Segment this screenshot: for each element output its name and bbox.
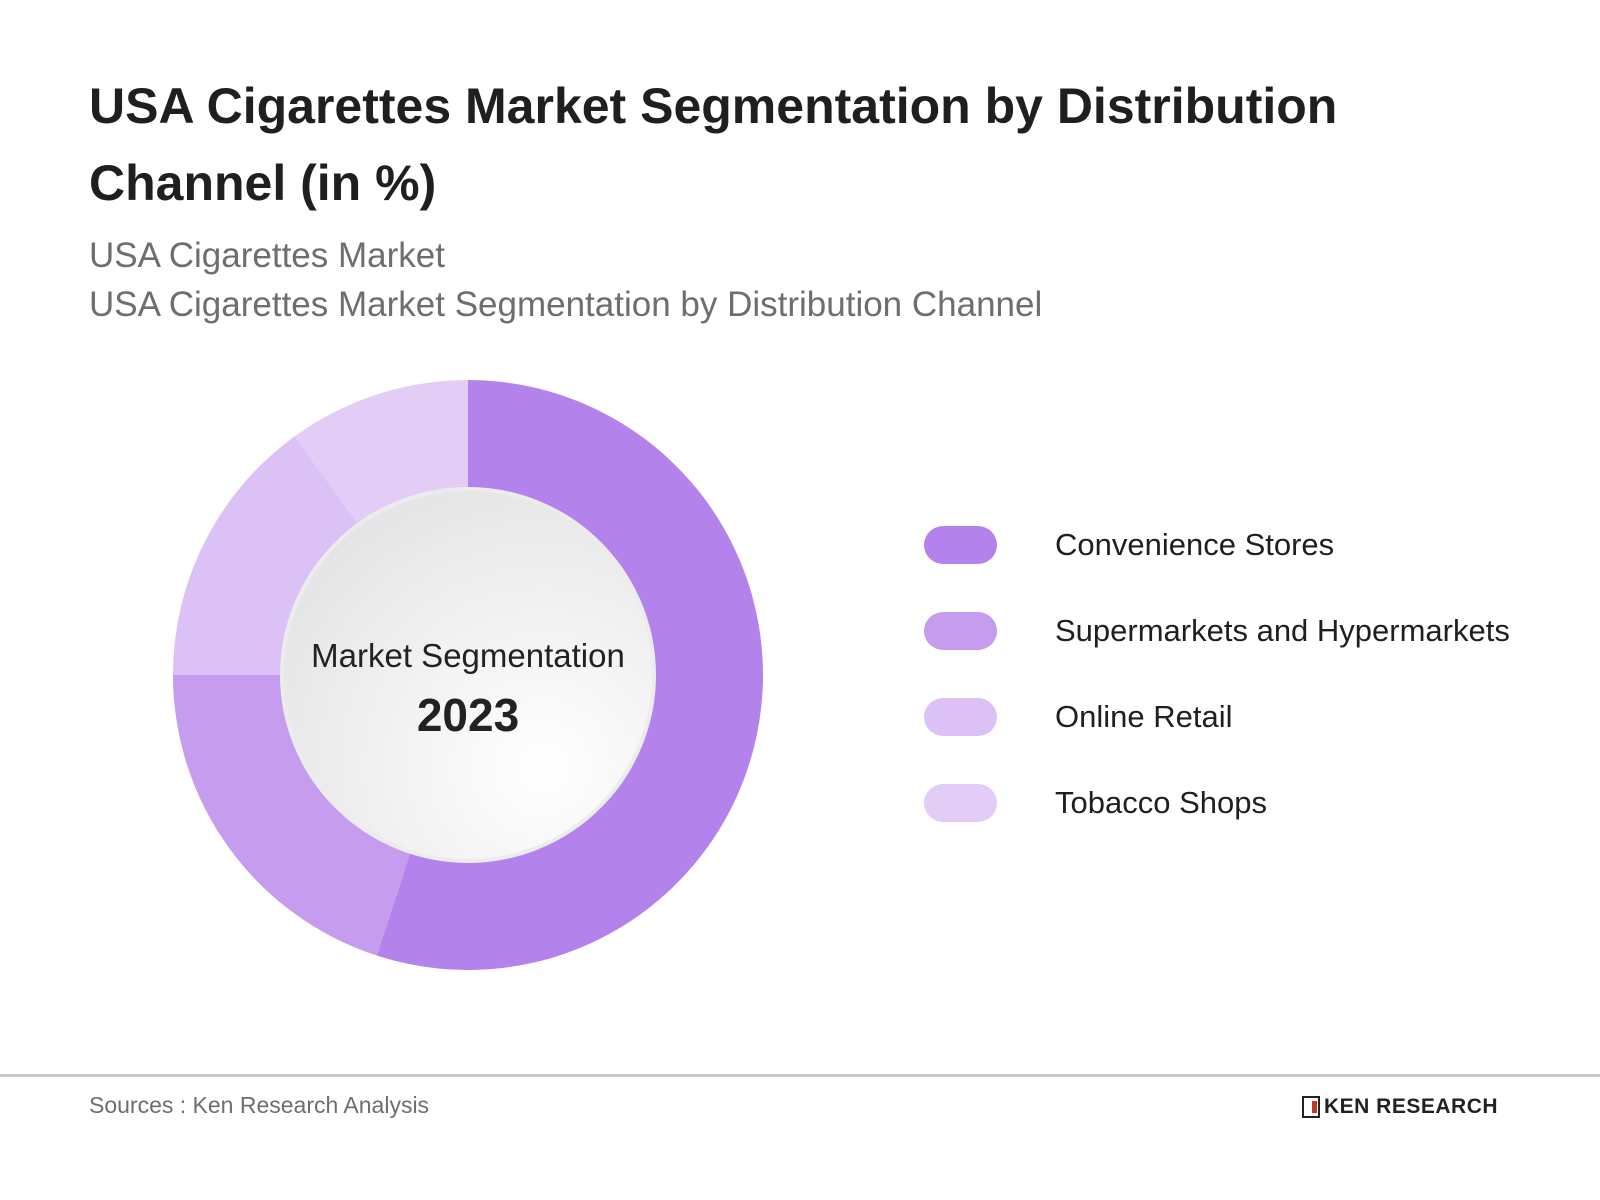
legend-item: Supermarkets and Hypermarkets (924, 612, 1510, 650)
donut-center (280, 487, 656, 863)
legend-swatch (924, 698, 997, 736)
slice-convenience-stores (376, 380, 764, 970)
footer-divider (0, 1074, 1600, 1077)
slice-online-retail (173, 436, 360, 675)
legend-swatch (924, 784, 997, 822)
legend-item: Online Retail (924, 698, 1232, 736)
chart-title: USA Cigarettes Market Segmentation by Di… (89, 78, 1338, 211)
center-label: Market Segmentation (311, 637, 625, 674)
legend-item: Tobacco Shops (924, 784, 1267, 822)
legend-label: Tobacco Shops (1055, 785, 1267, 820)
subtitle-segmentation: USA Cigarettes Market Segmentation by Di… (89, 285, 1043, 324)
logo-text: KEN RESEARCH (1324, 1095, 1499, 1118)
legend-label: Supermarkets and Hypermarkets (1055, 613, 1510, 648)
legend-label: Convenience Stores (1055, 527, 1335, 562)
legend-swatch (924, 526, 997, 564)
center-year: 2023 (416, 689, 520, 741)
legend-item: Convenience Stores (924, 526, 1334, 564)
ken-research-logo: KEN RESEARCH (1302, 1095, 1498, 1119)
legend-swatch (924, 612, 997, 650)
slice-tobacco-shops (294, 380, 468, 527)
subtitle-market: USA Cigarettes Market (89, 236, 445, 275)
logo-mark-icon (1302, 1096, 1320, 1118)
source-note: Sources : Ken Research Analysis (89, 1092, 430, 1118)
slice-supermarkets-and-hypermarkets (173, 675, 412, 956)
legend-label: Online Retail (1055, 699, 1233, 734)
